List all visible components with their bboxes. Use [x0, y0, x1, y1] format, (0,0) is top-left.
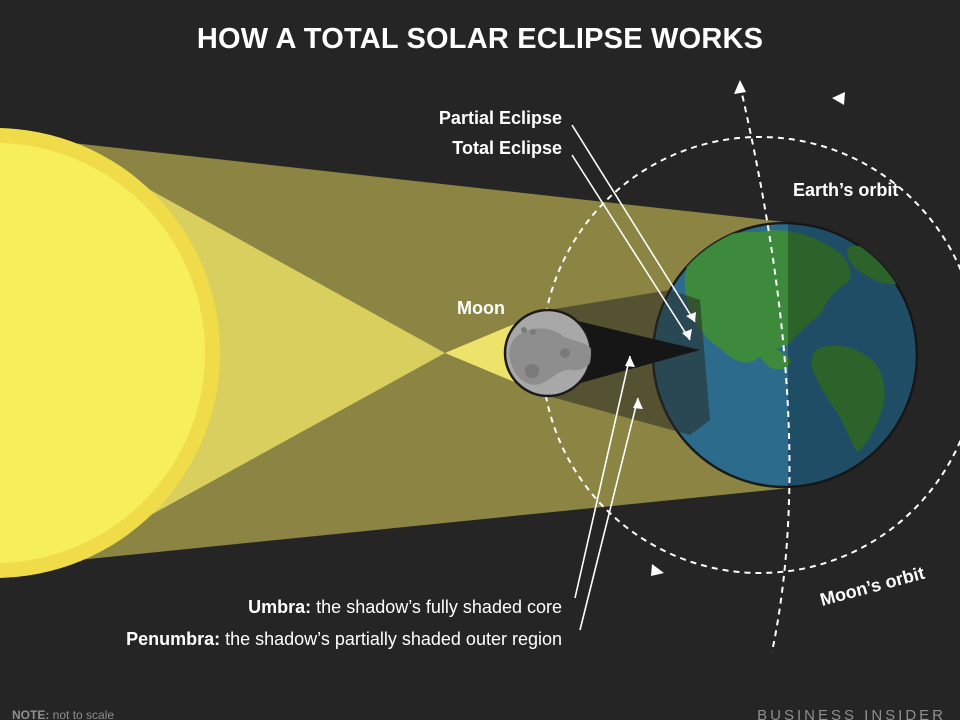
footnote-text: not to scale — [49, 708, 114, 720]
umbra-description: the shadow’s fully shaded core — [311, 597, 562, 617]
pointer-lines — [571, 124, 696, 631]
sun-core — [0, 143, 205, 563]
footnote-term: NOTE: — [12, 708, 49, 720]
penumbra-term: Penumbra: — [126, 629, 220, 649]
partial-eclipse-label: Partial Eclipse — [439, 108, 562, 128]
brand-logo: BUSINESS INSIDER — [757, 707, 946, 720]
moons-orbit-arrow-top — [832, 92, 845, 105]
footnote: NOTE: not to scale — [12, 708, 114, 720]
penumbra-description: the shadow’s partially shaded outer regi… — [220, 629, 562, 649]
earths-orbit-label: Earth’s orbit — [793, 180, 898, 200]
moon — [503, 308, 593, 398]
penumbra-legend: Penumbra: the shadow’s partially shaded … — [126, 629, 562, 649]
umbra-legend: Umbra: the shadow’s fully shaded core — [248, 597, 562, 617]
moon-label: Moon — [457, 298, 505, 318]
moons-orbit-arrow — [651, 564, 664, 576]
earth — [651, 221, 919, 489]
pointer-arrowheads — [625, 312, 696, 409]
earths-orbit-path — [739, 84, 791, 653]
umbra-term: Umbra: — [248, 597, 311, 617]
page-title: HOW A TOTAL SOLAR ECLIPSE WORKS — [197, 23, 763, 55]
total-eclipse-label: Total Eclipse — [452, 138, 562, 158]
earths-orbit-arrow — [734, 80, 746, 94]
